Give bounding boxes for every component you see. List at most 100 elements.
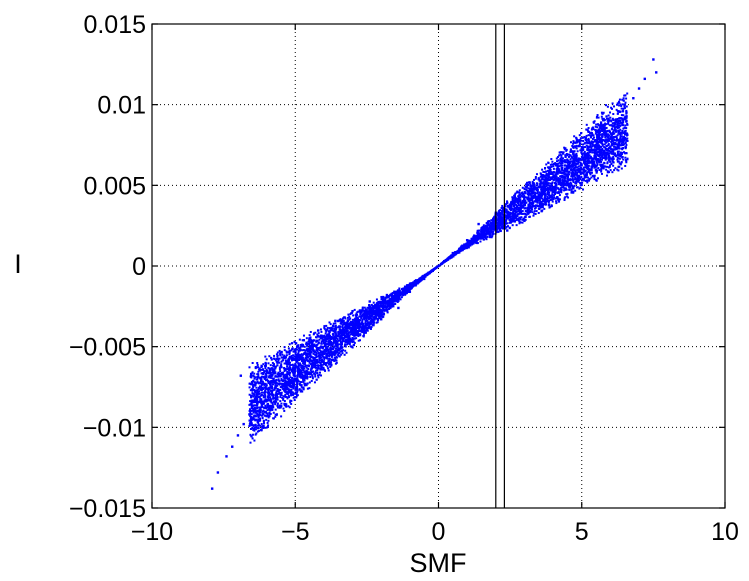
scatter-point-cloud [581,154,584,157]
scatter-point-cloud [268,388,271,391]
scatter-point-cloud [571,191,574,194]
scatter-point-cloud [373,310,376,313]
scatter-point-cloud [549,169,552,172]
scatter-point-cloud [308,364,311,367]
scatter-point-cloud [516,208,519,211]
scatter-point-cloud [283,346,286,349]
scatter-point-cloud [338,333,341,336]
scatter-point-cloud [257,391,260,394]
scatter-point-cloud [273,358,276,361]
scatter-point-cloud [476,231,479,234]
scatter-point-cloud [601,142,604,145]
scatter-point-cloud [569,154,572,157]
scatter-point-cloud [617,122,620,125]
scatter-point-cloud [252,416,255,419]
scatter-point-cloud [284,389,287,392]
scatter-point-cloud [270,381,273,384]
scatter-point-cloud [515,224,518,227]
scatter-point-cloud [306,350,309,353]
scatter-point-cloud [589,134,592,137]
scatter-point-cloud [594,125,597,128]
scatter-point-cloud [341,352,344,355]
scatter-point-cloud [616,150,619,153]
scatter-point-cloud [274,386,277,389]
scatter-point-cloud [262,406,265,409]
scatter-point-cloud [616,103,619,106]
scatter-point-cloud [281,384,284,387]
scatter-point-cloud [532,187,535,190]
scatter-point-cloud [614,152,617,155]
scatter-point-cloud [352,330,355,333]
scatter-point-cloud [402,294,405,297]
scatter-point-cloud [357,324,360,327]
scatter-point-cloud [352,324,355,327]
scatter-point-cloud [550,165,553,168]
scatter-point-cloud [313,372,316,375]
scatter-point-cloud [524,200,527,203]
scatter-point-cloud [621,130,624,133]
scatter-point-cloud [592,128,595,131]
scatter-point-cloud [608,154,611,157]
scatter-point-cloud [608,155,611,158]
scatter-point-cloud [372,316,375,319]
scatter-point-cloud [598,129,601,132]
scatter-point-cloud [369,323,372,326]
scatter-point-cloud [521,218,524,221]
scatter-point-cloud [580,164,583,167]
scatter-point-cloud [255,404,258,407]
scatter-point-cloud [541,173,544,176]
scatter-point-cloud [585,138,588,141]
scatter-point-cloud [497,215,500,218]
scatter-point-cloud [542,203,545,206]
scatter-point-cloud [252,411,255,414]
scatter-point-cloud [609,146,612,149]
scatter-point-cloud [575,138,578,141]
scatter-point [236,434,240,437]
scatter-point-cloud [625,115,628,118]
scatter-point-cloud [526,207,529,210]
scatter-point-cloud [499,211,502,214]
scatter-point-cloud [568,185,571,188]
scatter-point-cloud [269,364,272,367]
scatter-point-cloud [271,408,274,411]
scatter-point-cloud [340,337,343,340]
scatter-point-cloud [575,152,578,155]
scatter-point-cloud [291,379,294,382]
scatter-point-cloud [250,381,253,384]
scatter-point-cloud [574,145,577,148]
scatter-point-cloud [344,349,347,352]
scatter-point [380,318,383,321]
scatter-point-cloud [533,205,536,208]
scatter-point-cloud [551,185,554,188]
scatter-point-cloud [249,422,252,425]
scatter-point-cloud [543,175,546,178]
scatter-point-cloud [559,171,562,174]
scatter-point-cloud [285,351,288,354]
scatter-point-cloud [316,333,319,336]
scatter-point-cloud [326,335,329,338]
scatter-point-cloud [623,135,626,138]
scatter-point-cloud [303,379,306,382]
scatter-point-cloud [275,400,278,403]
scatter-point-cloud [521,221,524,224]
scatter-point-cloud [358,324,361,327]
scatter-point-cloud [325,340,328,343]
scatter-point-cloud [608,165,611,168]
scatter-point-cloud [320,358,323,361]
scatter-point-cloud [591,159,594,162]
scatter-point-cloud [526,181,529,184]
scatter-point-cloud [536,196,539,199]
scatter-point-cloud [332,330,335,333]
scatter-point-cloud [591,145,594,148]
scatter-point-cloud [248,393,251,396]
scatter-point-cloud [506,204,509,207]
scatter-point [231,445,234,448]
scatter-point-cloud [588,178,591,181]
scatter-point-cloud [319,355,322,358]
scatter-point-cloud [283,409,286,412]
scatter-point-cloud [267,424,270,427]
scatter-point-cloud [253,409,256,412]
scatter-point-cloud [554,186,557,189]
scatter-point-cloud [327,359,330,362]
scatter-point-cloud [618,132,621,135]
